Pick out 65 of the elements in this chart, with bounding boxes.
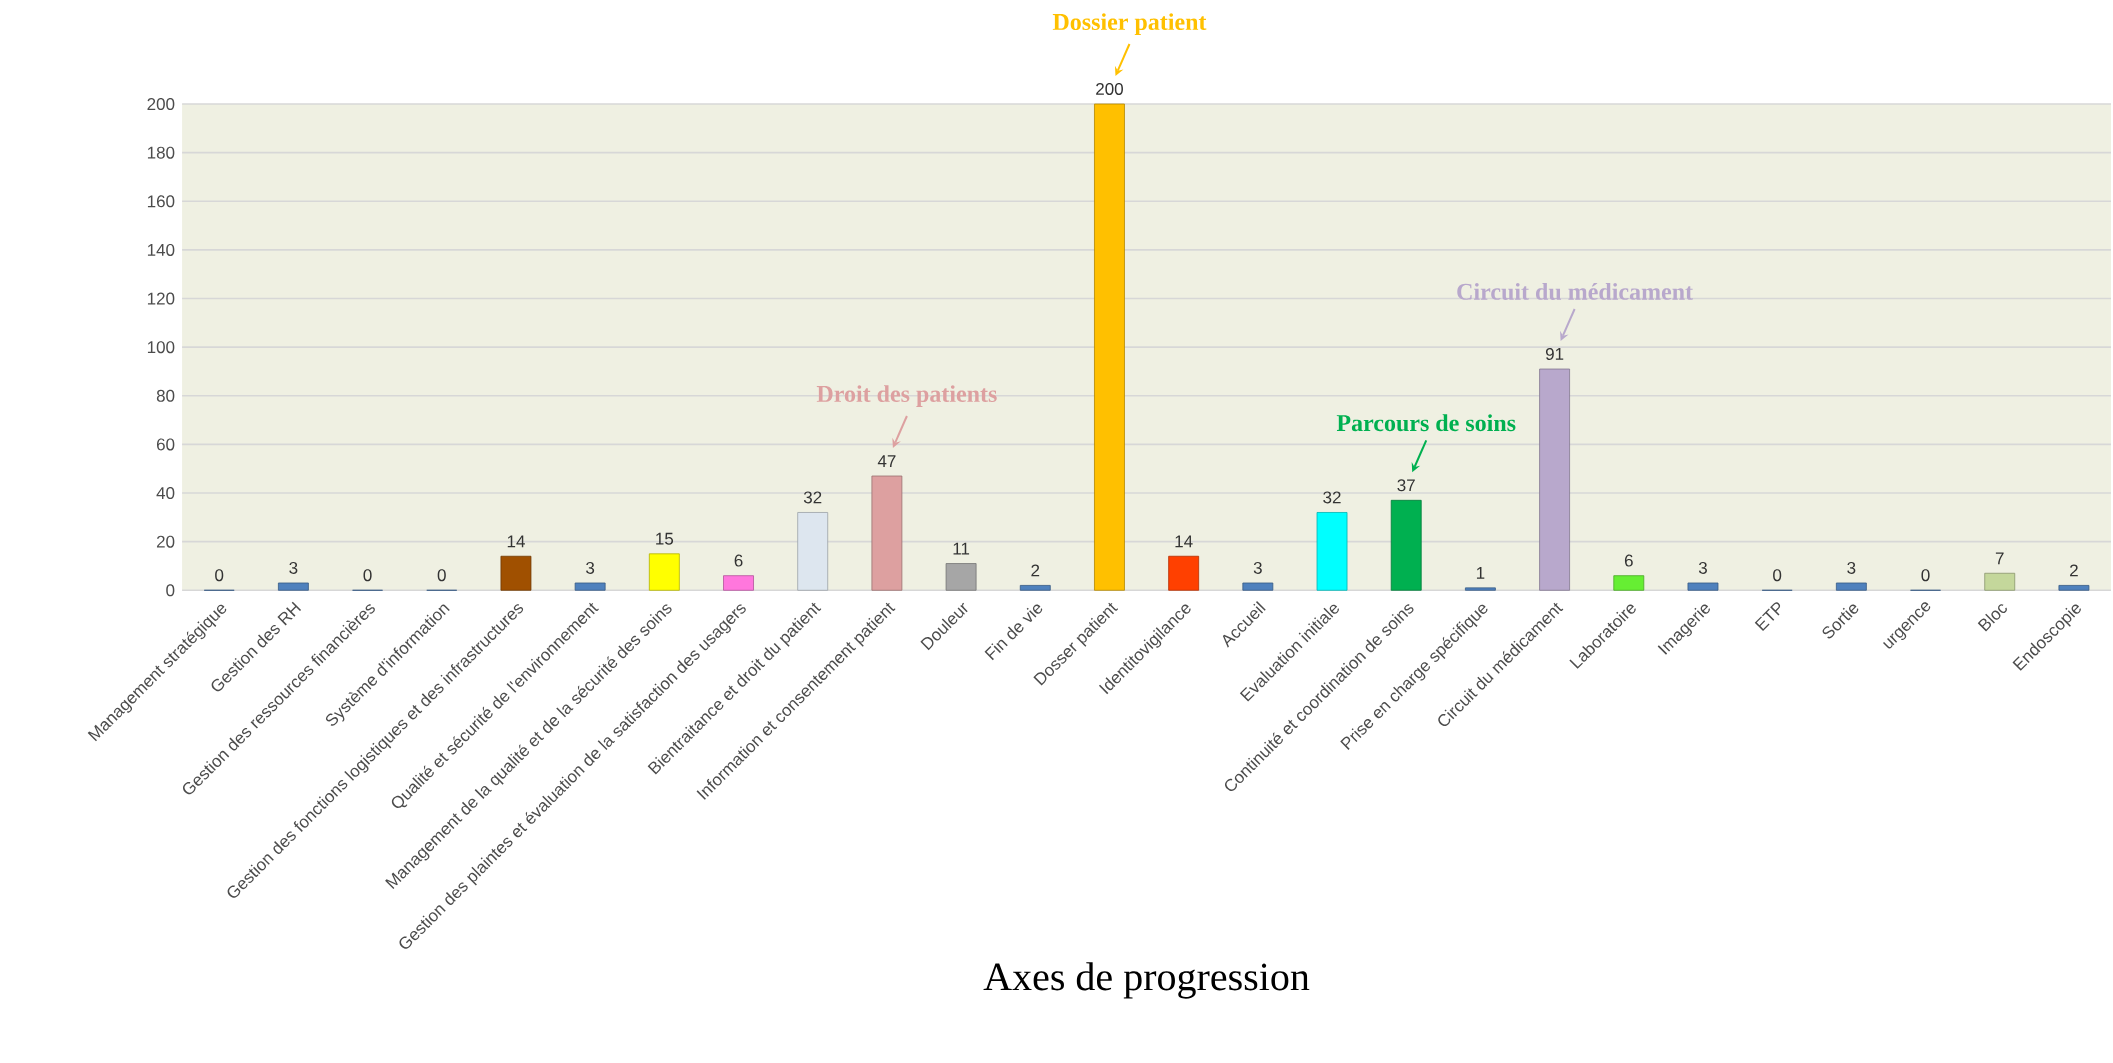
data-label: 37: [1397, 479, 1415, 492]
data-label: 0: [215, 569, 224, 582]
data-label: 3: [1847, 562, 1856, 575]
x-tick-label: Fin de vie: [984, 604, 1043, 661]
data-label: 2: [1031, 564, 1040, 577]
bar: [1984, 573, 2016, 591]
y-tick-label: 60: [156, 438, 175, 451]
bar: [1316, 512, 1348, 591]
bar: [1390, 500, 1422, 591]
bar: [871, 475, 903, 591]
y-tick-label: 120: [147, 292, 175, 305]
bar: [945, 563, 977, 591]
bar: [2058, 585, 2090, 591]
y-tick-label: 40: [156, 487, 175, 500]
data-label: 47: [877, 455, 896, 468]
bar: [1835, 582, 1867, 591]
bar: [1019, 585, 1051, 591]
data-label: 2: [2070, 564, 2078, 577]
data-label: 6: [1624, 554, 1633, 567]
data-label: 14: [1175, 535, 1193, 548]
y-tick-label: 200: [147, 98, 175, 111]
data-label: 32: [803, 491, 822, 504]
y-tick-label: 180: [147, 146, 175, 159]
bar: [500, 556, 532, 591]
annotation: Parcours de soins: [1336, 414, 1516, 432]
data-label: 32: [1323, 491, 1341, 504]
annotation: Circuit du médicament: [1457, 283, 1693, 301]
bar: [723, 575, 754, 591]
bar: [1094, 103, 1125, 591]
y-tick-label: 140: [147, 244, 175, 257]
data-label: 91: [1545, 348, 1564, 361]
bar: [1242, 582, 1274, 591]
annotation: Dossier patient: [1052, 13, 1207, 36]
data-label: 1: [1476, 567, 1485, 580]
data-label: 3: [1253, 562, 1262, 575]
data-label: 14: [507, 535, 525, 548]
data-label: 200: [1096, 83, 1123, 96]
data-label: 7: [1995, 552, 2004, 565]
y-tick-label: 160: [147, 195, 175, 208]
data-label: 0: [437, 569, 446, 582]
data-label: 3: [586, 562, 595, 575]
annotation: Droit des patients: [816, 385, 997, 408]
data-label: 3: [1698, 562, 1707, 575]
x-axis-title: Axes de progression: [983, 962, 1310, 999]
data-label: 0: [363, 569, 372, 582]
y-tick-label: 80: [156, 390, 175, 403]
bar: [1539, 368, 1570, 591]
x-tick-label: Bloc: [1977, 604, 2007, 632]
y-tick-label: 20: [156, 535, 175, 548]
data-label: 0: [1773, 569, 1782, 582]
y-tick-label: 0: [166, 584, 175, 597]
data-label: 15: [656, 533, 674, 545]
bar: [1465, 587, 1496, 591]
bar: [648, 553, 680, 591]
bar: [574, 582, 606, 591]
bar: [1168, 556, 1200, 591]
y-tick-label: 100: [147, 341, 175, 354]
data-label: 0: [1921, 569, 1930, 582]
data-label: 6: [734, 554, 743, 567]
data-label: 3: [289, 562, 298, 575]
data-label: 11: [953, 543, 970, 555]
bar: [1613, 575, 1645, 591]
bar: [1687, 582, 1719, 591]
bar: [797, 512, 829, 591]
bar: [277, 582, 309, 591]
